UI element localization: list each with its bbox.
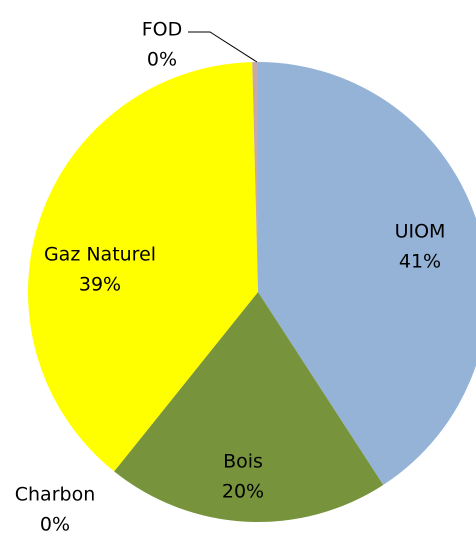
pie-slice <box>258 62 476 485</box>
slice-value-label: 0% <box>40 514 70 533</box>
pie-slice <box>28 62 258 472</box>
slice-value-label: 41% <box>399 251 441 273</box>
slice-value-label: 0% <box>147 49 177 71</box>
slice-label: UIOM <box>395 221 446 243</box>
pie-slice <box>252 62 258 292</box>
leader-line <box>188 31 258 63</box>
slice-label: Gaz Naturel <box>44 244 156 266</box>
pie-slice <box>114 292 384 522</box>
slice-label: Bois <box>223 451 263 473</box>
slice-label: Charbon <box>15 484 96 506</box>
slice-value-label: 20% <box>222 481 264 503</box>
slice-value-label: 39% <box>79 274 121 296</box>
slice-label: FOD <box>142 19 183 41</box>
